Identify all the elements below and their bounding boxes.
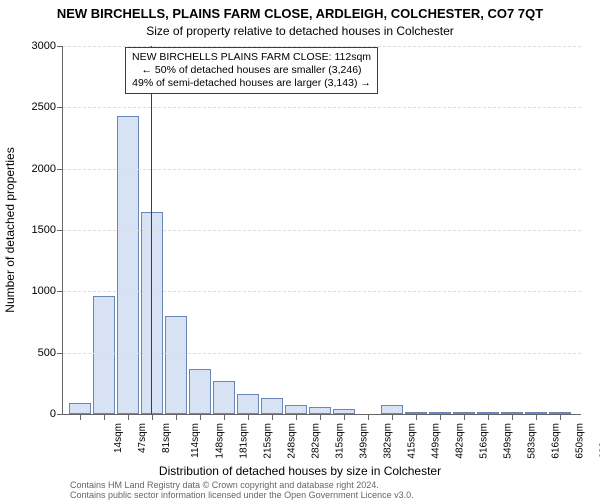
x-tick (224, 414, 225, 420)
y-tick-label: 2000 (32, 163, 56, 175)
x-tick (440, 414, 441, 420)
y-tick-label: 1000 (32, 285, 56, 297)
x-tick (392, 414, 393, 420)
grid-line (63, 353, 581, 354)
chart-title: NEW BIRCHELLS, PLAINS FARM CLOSE, ARDLEI… (0, 6, 600, 21)
x-tick-label: 14sqm (113, 423, 124, 453)
annotation-line3: 49% of semi-detached houses are larger (… (132, 77, 371, 90)
histogram-bar (69, 403, 91, 414)
x-tick-label: 349sqm (359, 423, 370, 459)
histogram-bar (141, 212, 163, 414)
x-axis-label: Distribution of detached houses by size … (0, 464, 600, 478)
grid-line (63, 169, 581, 170)
x-tick-label: 616sqm (551, 423, 562, 459)
y-tick-label: 500 (38, 347, 56, 359)
x-tick (104, 414, 105, 420)
x-tick-label: 449sqm (431, 423, 442, 459)
y-tick-label: 1500 (32, 224, 56, 236)
x-tick (80, 414, 81, 420)
histogram-bar (237, 394, 259, 414)
grid-line (63, 230, 581, 231)
histogram-bar (381, 405, 403, 414)
x-tick (416, 414, 417, 420)
x-tick-label: 114sqm (190, 423, 201, 458)
y-tick-label: 2500 (32, 101, 56, 113)
x-tick (512, 414, 513, 420)
x-tick-label: 650sqm (575, 423, 586, 459)
histogram-bar (117, 116, 139, 414)
x-tick (320, 414, 321, 420)
annotation-box: NEW BIRCHELLS PLAINS FARM CLOSE: 112sqm … (125, 47, 378, 94)
y-tick (57, 353, 63, 354)
x-tick-label: 415sqm (407, 423, 418, 459)
x-tick (488, 414, 489, 420)
reference-line (151, 46, 152, 414)
grid-line (63, 291, 581, 292)
y-tick (57, 230, 63, 231)
y-tick (57, 46, 63, 47)
x-tick (296, 414, 297, 420)
x-tick (200, 414, 201, 420)
x-tick-label: 282sqm (311, 423, 322, 459)
histogram-bar (261, 398, 283, 414)
plot-area (62, 46, 581, 415)
y-tick-label: 0 (50, 408, 56, 420)
x-tick-label: 382sqm (383, 423, 394, 459)
x-tick-label: 583sqm (527, 423, 538, 459)
x-tick-label: 516sqm (479, 423, 490, 459)
x-tick (176, 414, 177, 420)
x-tick-label: 148sqm (215, 423, 226, 459)
x-tick-label: 549sqm (503, 423, 514, 459)
x-tick (368, 414, 369, 420)
y-tick (57, 414, 63, 415)
x-tick-label: 315sqm (335, 423, 346, 459)
x-tick-label: 248sqm (287, 423, 298, 459)
chart-container: NEW BIRCHELLS, PLAINS FARM CLOSE, ARDLEI… (0, 0, 600, 500)
x-tick (536, 414, 537, 420)
x-tick-label: 47sqm (137, 423, 148, 453)
x-tick (560, 414, 561, 420)
x-tick (128, 414, 129, 420)
histogram-bar (189, 369, 211, 414)
x-tick-label: 81sqm (161, 423, 172, 453)
y-tick-label: 3000 (32, 40, 56, 52)
histogram-bar (213, 381, 235, 414)
footer-line2: Contains public sector information licen… (70, 490, 414, 500)
x-tick (464, 414, 465, 420)
x-tick (152, 414, 153, 420)
y-tick (57, 169, 63, 170)
grid-line (63, 107, 581, 108)
histogram-bar (165, 316, 187, 414)
x-tick-label: 215sqm (263, 423, 274, 459)
footer-line1: Contains HM Land Registry data © Crown c… (70, 480, 379, 490)
x-tick-label: 181sqm (239, 423, 250, 459)
x-tick (248, 414, 249, 420)
histogram-bar (309, 407, 331, 414)
y-tick (57, 291, 63, 292)
y-tick (57, 107, 63, 108)
x-tick-label: 482sqm (455, 423, 466, 459)
y-axis-label: Number of detached properties (3, 147, 17, 312)
annotation-line1: NEW BIRCHELLS PLAINS FARM CLOSE: 112sqm (132, 51, 371, 64)
histogram-bar (285, 405, 307, 414)
histogram-bar (93, 296, 115, 414)
x-tick (344, 414, 345, 420)
annotation-line2: ← 50% of detached houses are smaller (3,… (132, 64, 371, 77)
x-tick (272, 414, 273, 420)
chart-subtitle: Size of property relative to detached ho… (0, 24, 600, 38)
